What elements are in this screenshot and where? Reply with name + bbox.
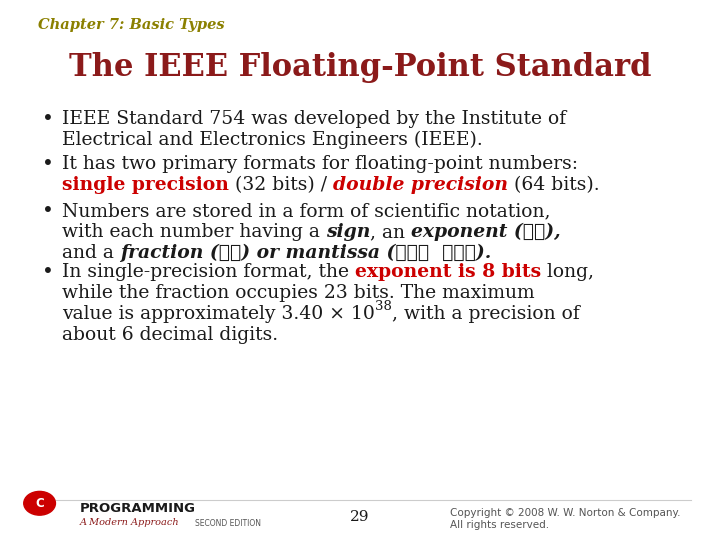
- Text: with each number having a: with each number having a: [62, 223, 326, 241]
- Text: while the fraction occupies 23 bits. The maximum: while the fraction occupies 23 bits. The…: [62, 284, 535, 302]
- Circle shape: [24, 491, 55, 515]
- Text: sign: sign: [326, 223, 370, 241]
- Text: 38: 38: [375, 300, 392, 313]
- Text: PROGRAMMING: PROGRAMMING: [80, 502, 196, 515]
- Text: A Modern Approach: A Modern Approach: [80, 518, 179, 527]
- Text: exponent (指數),: exponent (指數),: [411, 223, 561, 241]
- Text: , an: , an: [370, 223, 411, 241]
- Text: •: •: [42, 110, 54, 129]
- Text: double precision: double precision: [333, 176, 508, 194]
- Text: value is approximately 3.40 × 10: value is approximately 3.40 × 10: [62, 305, 375, 323]
- Text: (64 bits).: (64 bits).: [508, 176, 600, 194]
- Text: , with a precision of: , with a precision of: [392, 305, 580, 323]
- Text: IEEE Standard 754 was developed by the Institute of: IEEE Standard 754 was developed by the I…: [62, 110, 566, 128]
- Text: and a: and a: [62, 244, 120, 262]
- Text: (32 bits) /: (32 bits) /: [229, 176, 333, 194]
- Text: The IEEE Floating-Point Standard: The IEEE Floating-Point Standard: [68, 52, 652, 83]
- Text: It has two primary formats for floating-point numbers:: It has two primary formats for floating-…: [62, 155, 578, 173]
- Text: single precision: single precision: [62, 176, 229, 194]
- Text: Chapter 7: Basic Types: Chapter 7: Basic Types: [38, 18, 225, 32]
- Text: •: •: [42, 263, 54, 282]
- Text: about 6 decimal digits.: about 6 decimal digits.: [62, 326, 278, 344]
- Text: •: •: [42, 202, 54, 221]
- Text: 29: 29: [350, 510, 370, 524]
- Text: fraction (分數) or mantissa (尾數，  浮點數).: fraction (分數) or mantissa (尾數， 浮點數).: [120, 244, 491, 262]
- Text: In single-precision format, the: In single-precision format, the: [62, 263, 355, 281]
- Text: exponent is 8 bits: exponent is 8 bits: [355, 263, 541, 281]
- Text: long,: long,: [541, 263, 594, 281]
- Text: Numbers are stored in a form of scientific notation,: Numbers are stored in a form of scientif…: [62, 202, 551, 220]
- Text: Copyright © 2008 W. W. Norton & Company.
All rights reserved.: Copyright © 2008 W. W. Norton & Company.…: [450, 508, 680, 530]
- Text: SECOND EDITION: SECOND EDITION: [195, 519, 261, 528]
- Text: C: C: [35, 497, 44, 510]
- Text: Electrical and Electronics Engineers (IEEE).: Electrical and Electronics Engineers (IE…: [62, 131, 482, 149]
- Text: •: •: [42, 155, 54, 174]
